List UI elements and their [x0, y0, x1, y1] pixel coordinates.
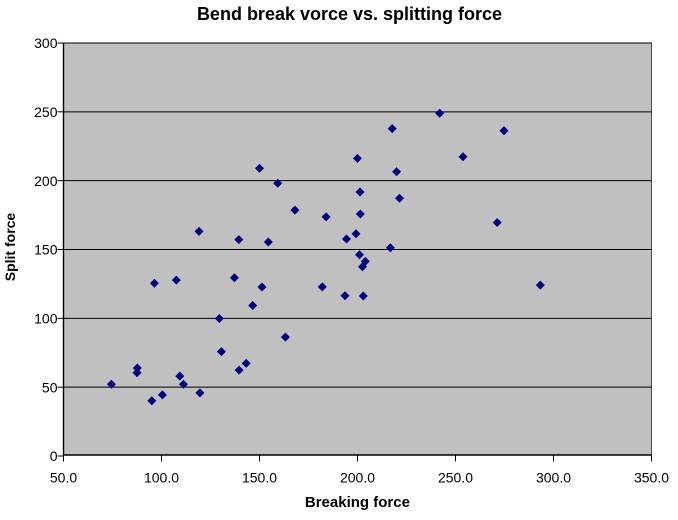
svg-text:300: 300	[34, 35, 58, 51]
svg-text:100.0: 100.0	[144, 470, 179, 486]
svg-text:150.0: 150.0	[242, 470, 277, 486]
svg-text:Bend break vorce vs. splitting: Bend break vorce vs. splitting force	[197, 4, 502, 24]
svg-text:200.0: 200.0	[340, 470, 375, 486]
svg-text:350.0: 350.0	[634, 470, 669, 486]
svg-text:0: 0	[50, 448, 58, 464]
svg-text:50.0: 50.0	[50, 470, 77, 486]
svg-text:50: 50	[42, 379, 58, 395]
svg-text:100: 100	[34, 310, 58, 326]
svg-text:150: 150	[34, 242, 58, 258]
svg-text:300.0: 300.0	[536, 470, 571, 486]
svg-text:250: 250	[34, 104, 58, 120]
svg-text:Split force: Split force	[2, 213, 18, 282]
svg-text:Breaking force: Breaking force	[305, 494, 410, 511]
svg-text:200: 200	[34, 173, 58, 189]
svg-text:250.0: 250.0	[438, 470, 473, 486]
